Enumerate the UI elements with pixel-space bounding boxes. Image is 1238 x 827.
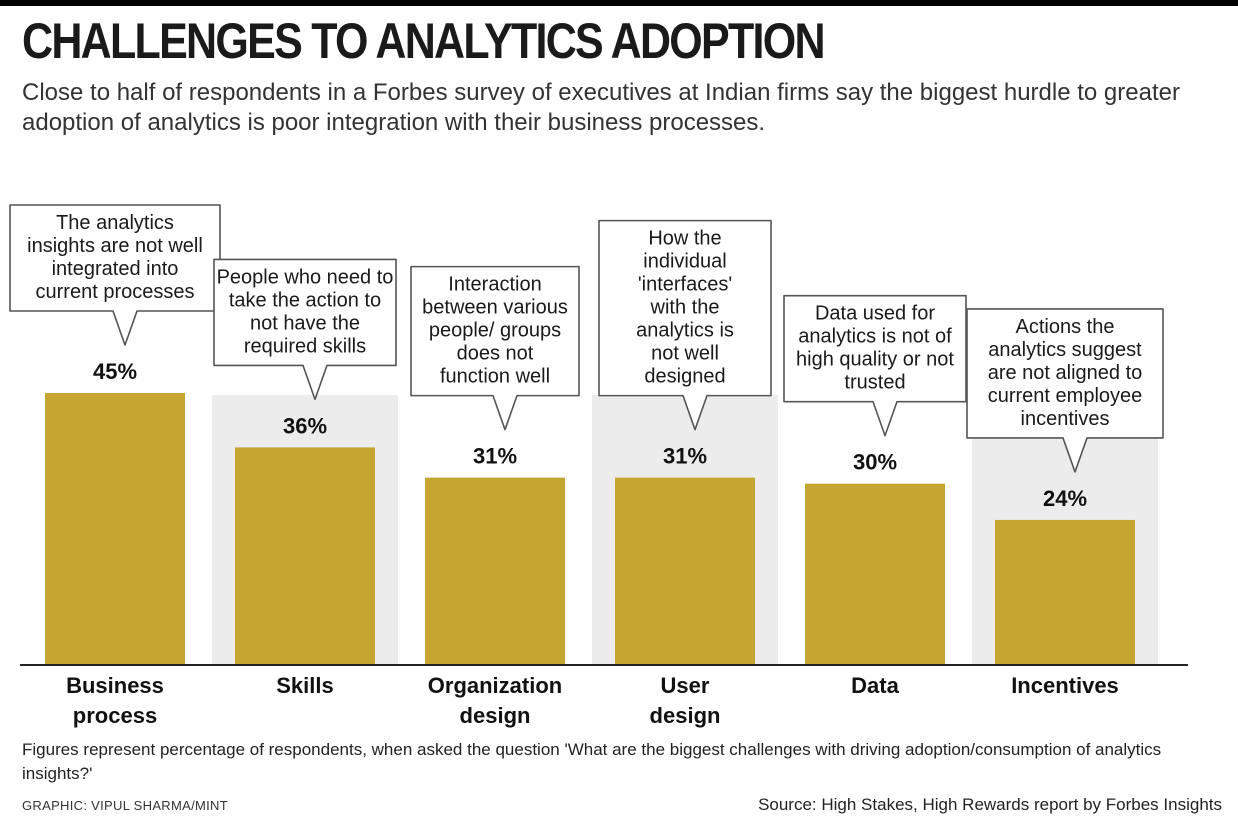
- category-label: Data: [851, 673, 899, 698]
- bar-chart: The analytics insights are not well integr…: [9, 204, 1188, 728]
- value-label: 24%: [1043, 486, 1087, 511]
- callout-box: [213, 258, 397, 401]
- bar: [45, 393, 185, 665]
- bar: [425, 477, 565, 665]
- bar: [615, 477, 755, 665]
- callout-box: [9, 204, 221, 346]
- value-label: 36%: [283, 413, 327, 438]
- callout-text: How the individual'interfaces' with the ana…: [636, 228, 734, 388]
- category-label: Business process: [66, 673, 164, 728]
- footnote: Figures represent percentage of responde…: [22, 740, 1162, 783]
- callout-box: [598, 219, 772, 431]
- top-rule: [0, 0, 1238, 6]
- category-label: User design: [650, 673, 721, 728]
- value-label: 45%: [93, 359, 137, 384]
- chart-subtitle: Close to half of respondents in a Forbes…: [22, 79, 1180, 136]
- graphic-credit: GRAPHIC: VIPUL SHARMA/MINT: [22, 798, 228, 813]
- callout-box: [783, 294, 967, 437]
- callout-text: People who need to take the action to not …: [217, 266, 394, 357]
- callout-text: Data used for analytics is not of high qua…: [796, 303, 954, 394]
- bar: [235, 447, 375, 665]
- chart-title: CHALLENGES TO ANALYTICS ADOPTION: [22, 13, 826, 69]
- category-label: Organization design: [428, 673, 562, 728]
- value-label: 31%: [473, 444, 517, 469]
- value-label: 30%: [853, 450, 897, 475]
- source-note: Source: High Stakes, High Rewards report…: [758, 795, 1222, 814]
- category-label: Skills: [276, 673, 333, 698]
- value-label: 31%: [663, 444, 707, 469]
- callout-text: The analytics insights are not well integr…: [27, 212, 203, 303]
- callout-text: Actions the analytics suggest are not alig…: [988, 316, 1143, 430]
- bar: [995, 519, 1135, 665]
- callout-box: [966, 308, 1164, 473]
- bar: [805, 483, 945, 665]
- category-label: Incentives: [1011, 673, 1119, 698]
- callout-text: Interaction between various people/ groups…: [422, 274, 568, 388]
- callout-box: [410, 265, 580, 431]
